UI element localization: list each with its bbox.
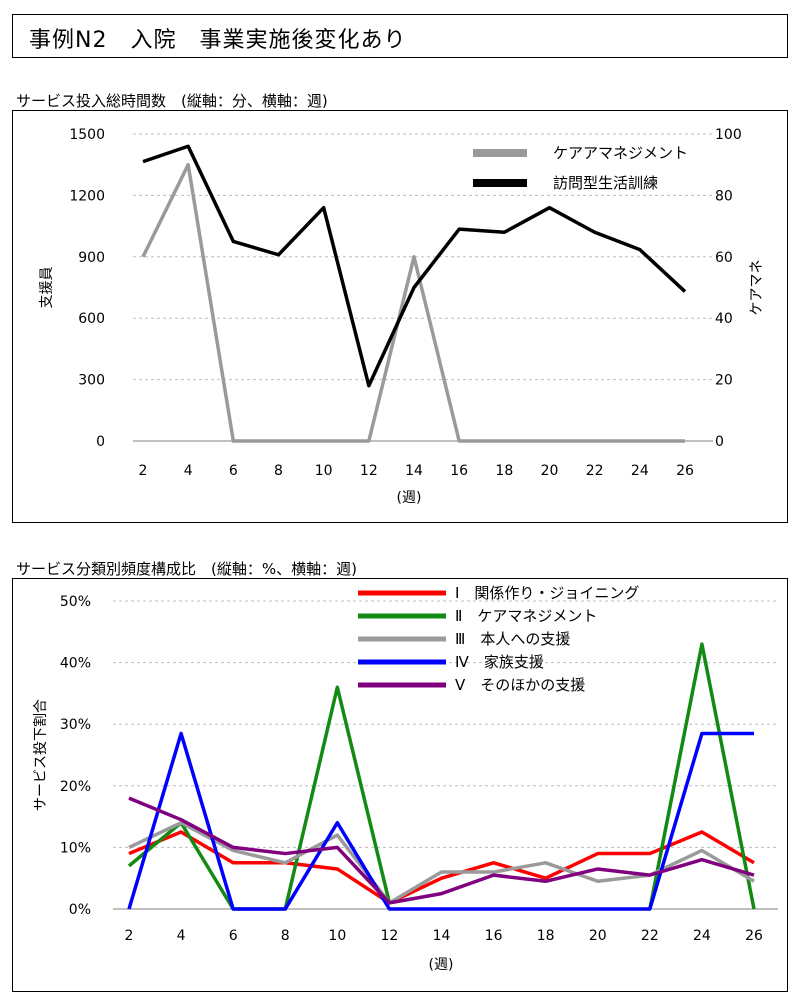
- chart2-series-line: [648, 642, 756, 910]
- chart2-ytick: 20%: [60, 779, 91, 795]
- chart1-xtick: 2: [139, 463, 148, 479]
- chart2-xtick: 2: [125, 928, 134, 944]
- chart1-ytick-right: 100: [715, 127, 742, 143]
- chart2-xtick: 10: [328, 928, 346, 944]
- chart2-legend-label: Ⅲ 本人への支援: [455, 630, 570, 648]
- chart2-series-line: [128, 830, 755, 905]
- chart1-xtick: 18: [495, 463, 513, 479]
- chart2-legend-label: Ⅱ ケアマネジメント: [455, 607, 597, 625]
- chart1-ytick-left: 0: [96, 434, 105, 450]
- chart1-xtick: 10: [315, 463, 333, 479]
- chart1-ytick-left: 1500: [69, 127, 105, 143]
- chart1-xtick: 16: [450, 463, 468, 479]
- chart1-xtick: 20: [541, 463, 559, 479]
- chart2-xtick: 8: [281, 928, 290, 944]
- chart1-xlabel: (週): [397, 490, 422, 506]
- chart1-ytick-right: 40: [715, 311, 733, 327]
- chart1-ytick-right: 80: [715, 188, 733, 204]
- chart2-title: サービス分類別頻度構成比 (縦軸：%、横軸：週): [16, 560, 357, 578]
- chart2-xtick: 24: [693, 928, 711, 944]
- chart1-frame: 0 300 600 900 1200 1500 0 20 40 60 80 100 2 4 6 8 10 12 14…: [12, 110, 788, 523]
- chart2-ytick: 50%: [60, 594, 91, 610]
- chart2-ytick: 30%: [60, 717, 91, 733]
- chart1-ytick-right: 0: [715, 434, 724, 450]
- chart2-xtick: 16: [485, 928, 503, 944]
- chart2-xtick: 26: [745, 928, 763, 944]
- chart1-ytick-left: 1200: [69, 188, 105, 204]
- page-title: 事例N2 入院 事業実施後変化あり: [29, 28, 407, 53]
- chart1-ytick-left: 900: [78, 250, 105, 266]
- chart1-title: サービス投入総時間数 (縦軸：分、横軸：週): [16, 92, 328, 110]
- chart1-ylabel-right: ケアマネ: [749, 260, 765, 316]
- chart2-xtick: 22: [641, 928, 659, 944]
- chart1-xtick: 8: [274, 463, 283, 479]
- chart1-legend-label: ケアアマネジメント: [553, 144, 688, 162]
- chart2-legend-label: Ⅳ 家族支援: [455, 653, 544, 671]
- chart2-ytick: 10%: [60, 840, 91, 856]
- chart2-ytick: 40%: [60, 656, 91, 672]
- chart1-xtick: 12: [360, 463, 378, 479]
- chart2-series-line: [128, 796, 755, 905]
- chart2-legend-label: Ⅰ 関係作り・ジョイニング: [455, 584, 639, 602]
- chart1-xtick: 22: [586, 463, 604, 479]
- chart2-ytick: 0%: [69, 902, 91, 918]
- chart1-series-line: [142, 144, 687, 388]
- chart1-ytick-left: 300: [78, 373, 105, 389]
- chart2-xtick: 18: [537, 928, 555, 944]
- chart1-xtick: 24: [631, 463, 649, 479]
- chart2-xtick: 20: [589, 928, 607, 944]
- chart2-xlabel: (週): [429, 957, 454, 973]
- chart1-ytick-right: 60: [715, 250, 733, 266]
- chart1-xtick: 26: [676, 463, 694, 479]
- chart1-xtick: 14: [405, 463, 423, 479]
- chart1-legend-label: 訪問型生活訓練: [553, 174, 658, 192]
- chart1-ytick-left: 600: [78, 311, 105, 327]
- chart2-svg: 0%10%20%30%40%50%2 4 6 8 10 12 14 16 18 20 22 24 26(…: [32, 584, 778, 973]
- chart2-xtick: 4: [177, 928, 186, 944]
- chart1-ylabel-left: 支援員: [39, 267, 55, 309]
- chart2-xtick: 6: [229, 928, 238, 944]
- page-title-box: 事例N2 入院 事業実施後変化あり: [12, 14, 788, 58]
- chart2-xtick: 14: [433, 928, 451, 944]
- chart1-xtick: 6: [229, 463, 238, 479]
- chart2-frame: 0% 10% 20% 30% 40% 50% 2 4 6 8 10 12 14 16 18 20 22 24 26(…: [12, 578, 788, 992]
- chart2-xtick: 12: [381, 928, 399, 944]
- chart2-ylabel: サービス投下割合: [32, 699, 49, 811]
- chart2-series-line: [127, 731, 754, 911]
- chart1-series-line: [141, 162, 685, 443]
- chart1-ytick-right: 20: [715, 373, 733, 389]
- chart1-xtick: 4: [184, 463, 193, 479]
- chart2-legend-label: Ⅴ そのほかの支援: [455, 676, 585, 694]
